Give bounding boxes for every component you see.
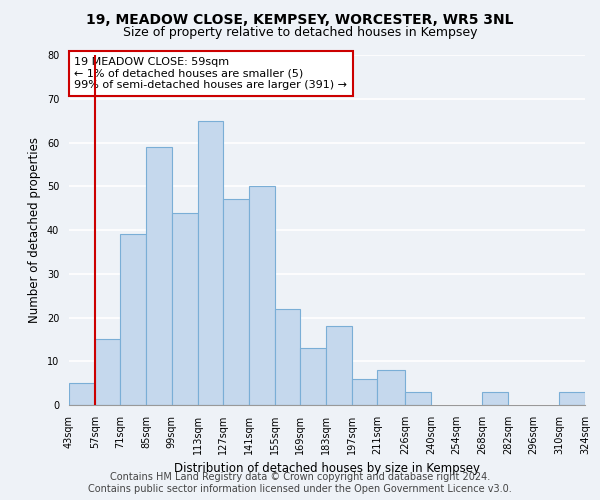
Y-axis label: Number of detached properties: Number of detached properties bbox=[28, 137, 41, 323]
Bar bbox=[197, 120, 223, 405]
Bar bbox=[326, 326, 352, 405]
Bar bbox=[352, 379, 377, 405]
Bar bbox=[249, 186, 275, 405]
Bar bbox=[405, 392, 431, 405]
Bar bbox=[275, 308, 301, 405]
Bar bbox=[69, 383, 95, 405]
Bar bbox=[301, 348, 326, 405]
Text: Size of property relative to detached houses in Kempsey: Size of property relative to detached ho… bbox=[123, 26, 477, 39]
Bar bbox=[377, 370, 405, 405]
Bar bbox=[223, 200, 249, 405]
Bar bbox=[172, 212, 197, 405]
Bar bbox=[146, 147, 172, 405]
Bar bbox=[95, 340, 121, 405]
Text: 19 MEADOW CLOSE: 59sqm
← 1% of detached houses are smaller (5)
99% of semi-detac: 19 MEADOW CLOSE: 59sqm ← 1% of detached … bbox=[74, 57, 347, 90]
Text: Contains HM Land Registry data © Crown copyright and database right 2024.
Contai: Contains HM Land Registry data © Crown c… bbox=[88, 472, 512, 494]
Text: 19, MEADOW CLOSE, KEMPSEY, WORCESTER, WR5 3NL: 19, MEADOW CLOSE, KEMPSEY, WORCESTER, WR… bbox=[86, 12, 514, 26]
Bar bbox=[559, 392, 585, 405]
Bar bbox=[482, 392, 508, 405]
Bar bbox=[121, 234, 146, 405]
X-axis label: Distribution of detached houses by size in Kempsey: Distribution of detached houses by size … bbox=[174, 462, 480, 475]
